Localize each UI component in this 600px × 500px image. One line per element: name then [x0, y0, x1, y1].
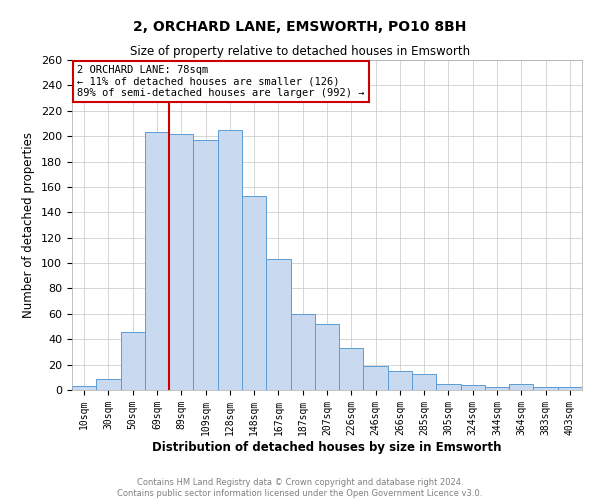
Bar: [169, 134, 193, 390]
Bar: [558, 388, 582, 390]
Bar: [145, 132, 169, 390]
Bar: [461, 385, 485, 390]
Bar: [364, 366, 388, 390]
Text: 2, ORCHARD LANE, EMSWORTH, PO10 8BH: 2, ORCHARD LANE, EMSWORTH, PO10 8BH: [133, 20, 467, 34]
Bar: [315, 324, 339, 390]
Bar: [218, 130, 242, 390]
Bar: [436, 384, 461, 390]
Bar: [412, 374, 436, 390]
Bar: [121, 332, 145, 390]
Bar: [388, 371, 412, 390]
X-axis label: Distribution of detached houses by size in Emsworth: Distribution of detached houses by size …: [152, 440, 502, 454]
Bar: [339, 348, 364, 390]
Bar: [533, 388, 558, 390]
Bar: [485, 388, 509, 390]
Bar: [242, 196, 266, 390]
Bar: [193, 140, 218, 390]
Text: Contains HM Land Registry data © Crown copyright and database right 2024.
Contai: Contains HM Land Registry data © Crown c…: [118, 478, 482, 498]
Y-axis label: Number of detached properties: Number of detached properties: [22, 132, 35, 318]
Text: 2 ORCHARD LANE: 78sqm
← 11% of detached houses are smaller (126)
89% of semi-det: 2 ORCHARD LANE: 78sqm ← 11% of detached …: [77, 65, 365, 98]
Bar: [72, 386, 96, 390]
Text: Size of property relative to detached houses in Emsworth: Size of property relative to detached ho…: [130, 45, 470, 58]
Bar: [96, 378, 121, 390]
Bar: [509, 384, 533, 390]
Bar: [290, 314, 315, 390]
Bar: [266, 260, 290, 390]
